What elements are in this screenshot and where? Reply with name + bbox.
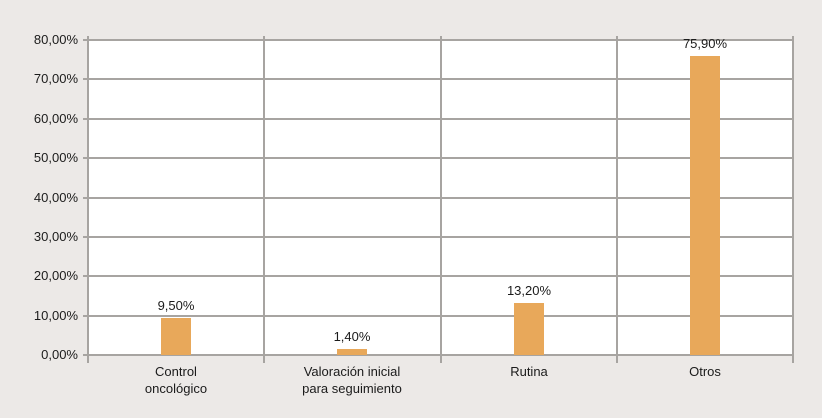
category-label: Rutina: [444, 363, 614, 380]
gridline-vertical: [440, 36, 442, 363]
gridline-vertical: [792, 36, 794, 363]
bar-value-label: 13,20%: [506, 283, 552, 298]
gridline-horizontal: [83, 315, 793, 317]
gridline-horizontal: [83, 39, 793, 41]
gridline-vertical: [87, 36, 89, 363]
bar-value-label: 1,40%: [333, 329, 371, 344]
category-label: Valoración inicial para seguimiento: [267, 363, 437, 397]
bar-value-label: 75,90%: [682, 36, 728, 51]
bar: [514, 303, 544, 355]
y-axis-tick-label: 80,00%: [33, 32, 78, 47]
y-axis-tick-label: 0,00%: [41, 347, 78, 362]
gridline-horizontal: [83, 78, 793, 80]
gridline-horizontal: [83, 118, 793, 120]
bar-value-label: 9,50%: [157, 298, 195, 313]
category-label-line: Control: [155, 364, 197, 379]
gridline-vertical: [616, 36, 618, 363]
y-axis-tick-label: 20,00%: [33, 268, 78, 283]
category-label: Control oncológico: [91, 363, 261, 397]
gridline-horizontal: [83, 275, 793, 277]
gridline-vertical: [263, 36, 265, 363]
category-label-line: Otros: [689, 364, 721, 379]
bar: [690, 56, 720, 355]
gridline-horizontal: [83, 236, 793, 238]
gridline-horizontal: [83, 157, 793, 159]
bar: [161, 318, 191, 355]
y-axis-tick-label: 10,00%: [33, 308, 78, 323]
gridline-horizontal: [83, 197, 793, 199]
category-label-line: Rutina: [510, 364, 548, 379]
y-axis-tick-label: 50,00%: [33, 150, 78, 165]
category-label-line: oncológico: [144, 381, 208, 396]
y-axis-tick-label: 30,00%: [33, 229, 78, 244]
y-axis-tick-label: 60,00%: [33, 111, 78, 126]
bar: [337, 349, 367, 355]
gridline-horizontal: [83, 354, 793, 356]
y-axis-tick-label: 70,00%: [33, 71, 78, 86]
category-label-line: Valoración inicial: [303, 364, 401, 379]
category-label: Otros: [620, 363, 790, 380]
category-label-line: para seguimiento: [302, 381, 402, 396]
y-axis-tick-label: 40,00%: [33, 190, 78, 205]
